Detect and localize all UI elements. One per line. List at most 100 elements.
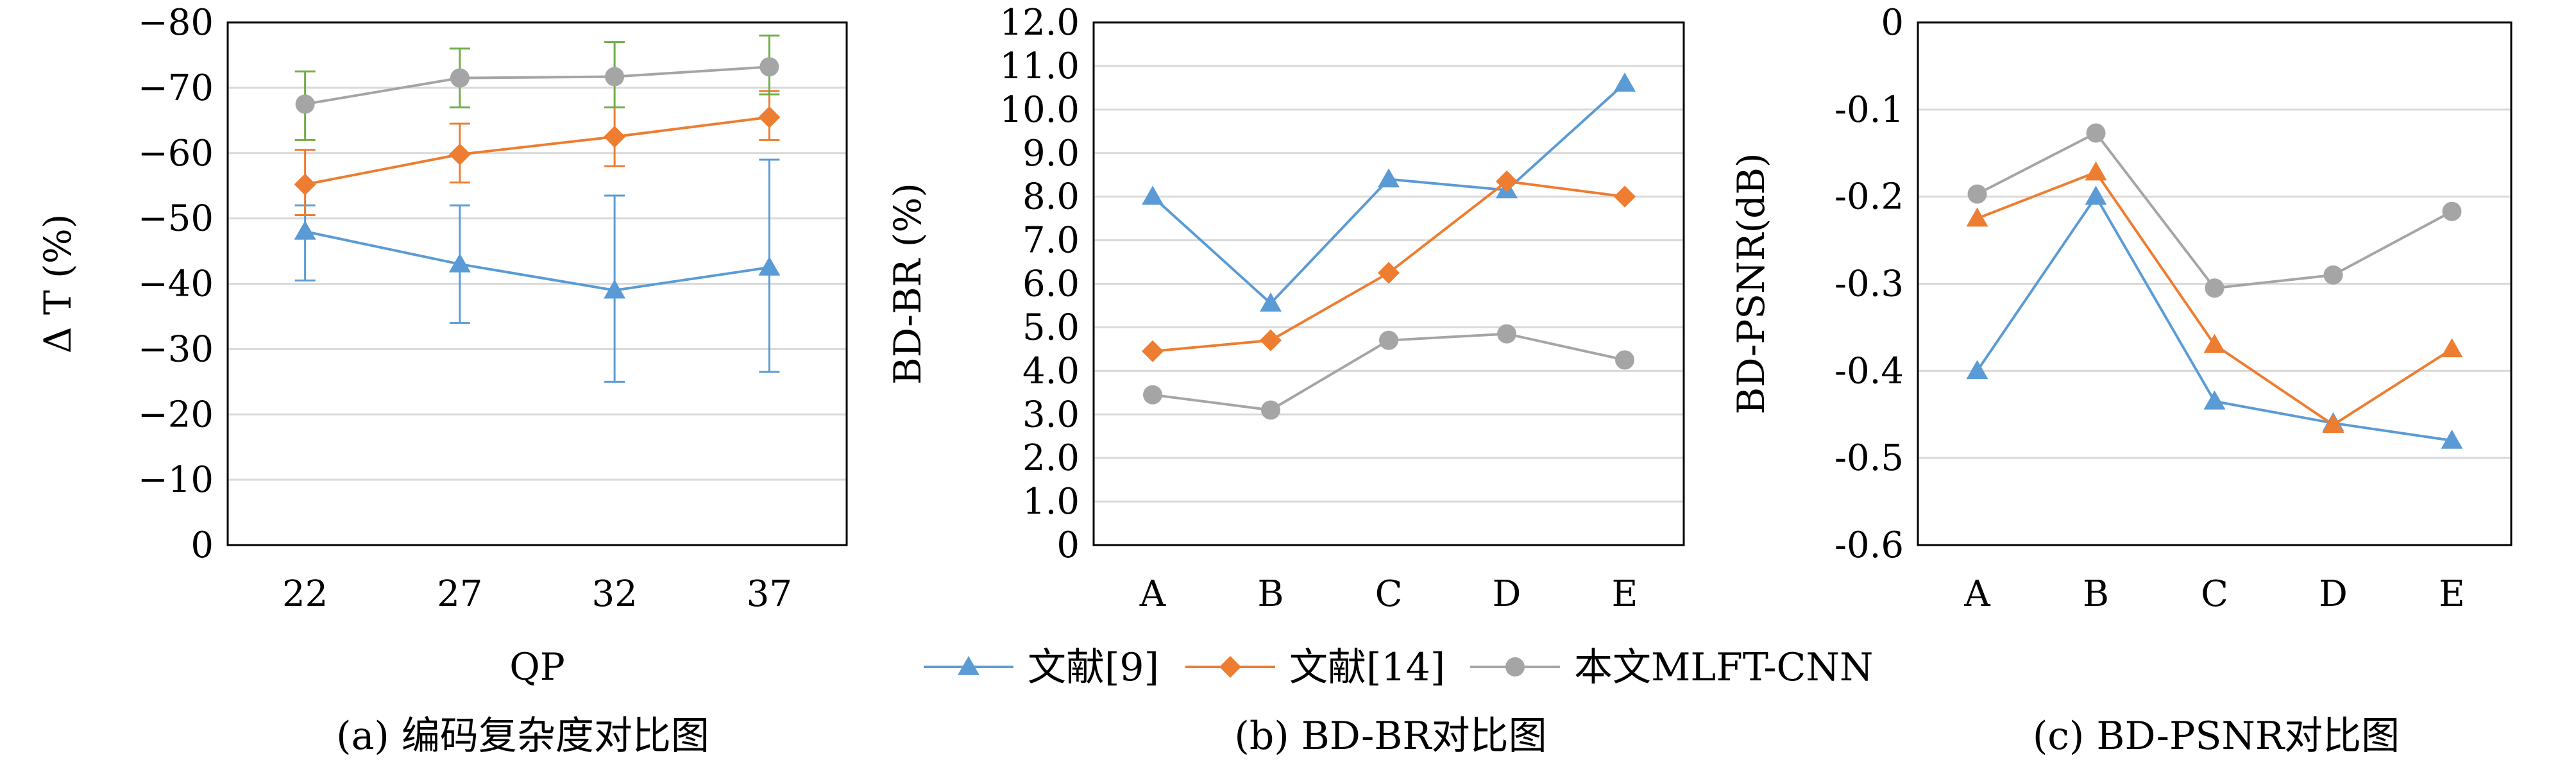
y-tick-label: 10.0 — [999, 89, 1080, 131]
plot-frame — [1917, 21, 2512, 546]
y-tick-label: 2.0 — [1022, 437, 1080, 479]
x-tick-label: A — [1139, 573, 1166, 615]
legend-marker — [1505, 657, 1525, 677]
data-point-1 — [294, 221, 316, 240]
y-tick-label: 1.0 — [1022, 481, 1080, 523]
y-tick-label: 12.0 — [999, 2, 1080, 44]
x-tick-label: 32 — [591, 573, 637, 615]
data-point-1 — [1966, 360, 1988, 380]
legend-marker — [958, 656, 979, 675]
data-point-3 — [1143, 385, 1162, 405]
y-tick-label: 4.0 — [1022, 350, 1080, 392]
y-tick-label: -0.6 — [1835, 525, 1904, 566]
y-tick-label: −30 — [138, 328, 214, 370]
data-point-2 — [1496, 170, 1518, 192]
plot-frame — [226, 21, 848, 546]
x-tick-label: 22 — [282, 573, 328, 615]
y-tick-label: -0.3 — [1835, 264, 1904, 305]
legend-label: 文献[9] — [1028, 645, 1159, 690]
x-tick-label: E — [2439, 573, 2465, 615]
data-point-3 — [2086, 123, 2106, 143]
data-point-2 — [2322, 414, 2344, 433]
data-point-2 — [2085, 161, 2107, 181]
y-tick-label: 3.0 — [1022, 394, 1080, 435]
y-tick-label: −10 — [138, 459, 214, 501]
y-tick-label: 11.0 — [999, 46, 1080, 87]
y-tick-label: 0 — [1881, 2, 1904, 44]
x-tick-label: B — [2083, 573, 2109, 615]
data-point-3 — [295, 94, 315, 114]
data-point-1 — [758, 256, 781, 276]
y-axis-label: BD-PSNR(dB) — [1729, 153, 1773, 415]
y-tick-label: -0.1 — [1835, 89, 1904, 131]
data-point-3 — [2205, 278, 2224, 298]
y-tick-label: −20 — [138, 394, 214, 435]
y-tick-label: −60 — [138, 133, 214, 174]
data-point-2 — [1142, 340, 1164, 362]
y-axis-label: BD-BR (%) — [886, 183, 929, 385]
panel-caption: (b) BD-BR对比图 — [1234, 714, 1546, 759]
x-tick-label: E — [1612, 573, 1638, 615]
chart-legend: 文献[9] 文献[14] 本文MLFT-CNN — [924, 645, 1873, 690]
x-tick-label: 37 — [747, 573, 792, 615]
data-point-1 — [2441, 430, 2463, 449]
x-tick-label: C — [2201, 573, 2228, 615]
x-tick-label: C — [1375, 573, 1403, 615]
series-line-1 — [305, 230, 770, 292]
panel-caption: (a) 编码复杂度对比图 — [336, 714, 709, 759]
data-point-2 — [604, 126, 626, 148]
y-tick-label: -0.2 — [1835, 176, 1904, 218]
y-tick-label: −40 — [138, 264, 214, 305]
y-tick-label: 0 — [191, 525, 214, 566]
data-point-2 — [448, 143, 471, 165]
x-tick-label: 27 — [437, 573, 482, 615]
data-point-3 — [2323, 265, 2343, 285]
data-point-1 — [2203, 390, 2226, 410]
data-point-2 — [758, 106, 781, 128]
series-line-2 — [1976, 171, 2453, 426]
x-tick-label: D — [1493, 573, 1521, 615]
panel-caption: (c) BD-PSNR对比图 — [2033, 714, 2400, 759]
x-tick-label: B — [1257, 573, 1284, 615]
data-point-3 — [1379, 330, 1398, 350]
y-tick-label: 7.0 — [1022, 220, 1080, 262]
data-point-3 — [1261, 400, 1280, 420]
y-tick-label: -0.4 — [1835, 350, 1904, 392]
y-tick-label: −50 — [138, 198, 214, 240]
data-point-2 — [2203, 333, 2226, 353]
y-tick-label: 5.0 — [1022, 307, 1080, 348]
y-tick-label: 8.0 — [1022, 176, 1080, 218]
x-tick-label: A — [1963, 573, 1990, 615]
legend-label: 文献[14] — [1289, 645, 1445, 690]
data-point-1 — [1142, 185, 1164, 205]
data-point-2 — [1378, 262, 1400, 284]
chart-panel-a: 0 −10 −20 −30 −40 −50 −60 −70 −80 22 27 32 37 Δ T (%)… — [36, 2, 848, 759]
y-tick-label: 6.0 — [1022, 264, 1080, 305]
data-point-3 — [1615, 350, 1634, 370]
data-point-3 — [759, 57, 779, 77]
data-point-3 — [605, 67, 625, 87]
data-point-1 — [1614, 72, 1636, 92]
data-point-1 — [2085, 185, 2107, 205]
y-tick-label: −70 — [138, 67, 214, 109]
data-point-1 — [448, 253, 471, 273]
legend-label: 本文MLFT-CNN — [1574, 645, 1873, 690]
data-point-2 — [2441, 338, 2463, 358]
y-tick-label: −80 — [138, 2, 214, 44]
y-tick-label: 0 — [1056, 525, 1080, 566]
data-point-2 — [294, 173, 316, 196]
legend-marker — [1219, 656, 1241, 678]
series-line-3 — [305, 65, 770, 106]
y-tick-label: 9.0 — [1022, 133, 1080, 174]
plot-frame — [1092, 21, 1685, 546]
data-point-1 — [604, 279, 626, 299]
x-tick-label: D — [2319, 573, 2348, 615]
x-axis-label: QP — [509, 645, 565, 689]
series-line-2 — [305, 115, 770, 186]
data-point-1 — [1260, 292, 1282, 312]
data-point-3 — [1497, 324, 1516, 344]
data-point-3 — [2442, 201, 2462, 221]
data-point-2 — [1614, 185, 1636, 208]
chart-panel-b: 01.02.03.04.05.06.07.08.09.010.011.012.0… — [886, 2, 1685, 759]
